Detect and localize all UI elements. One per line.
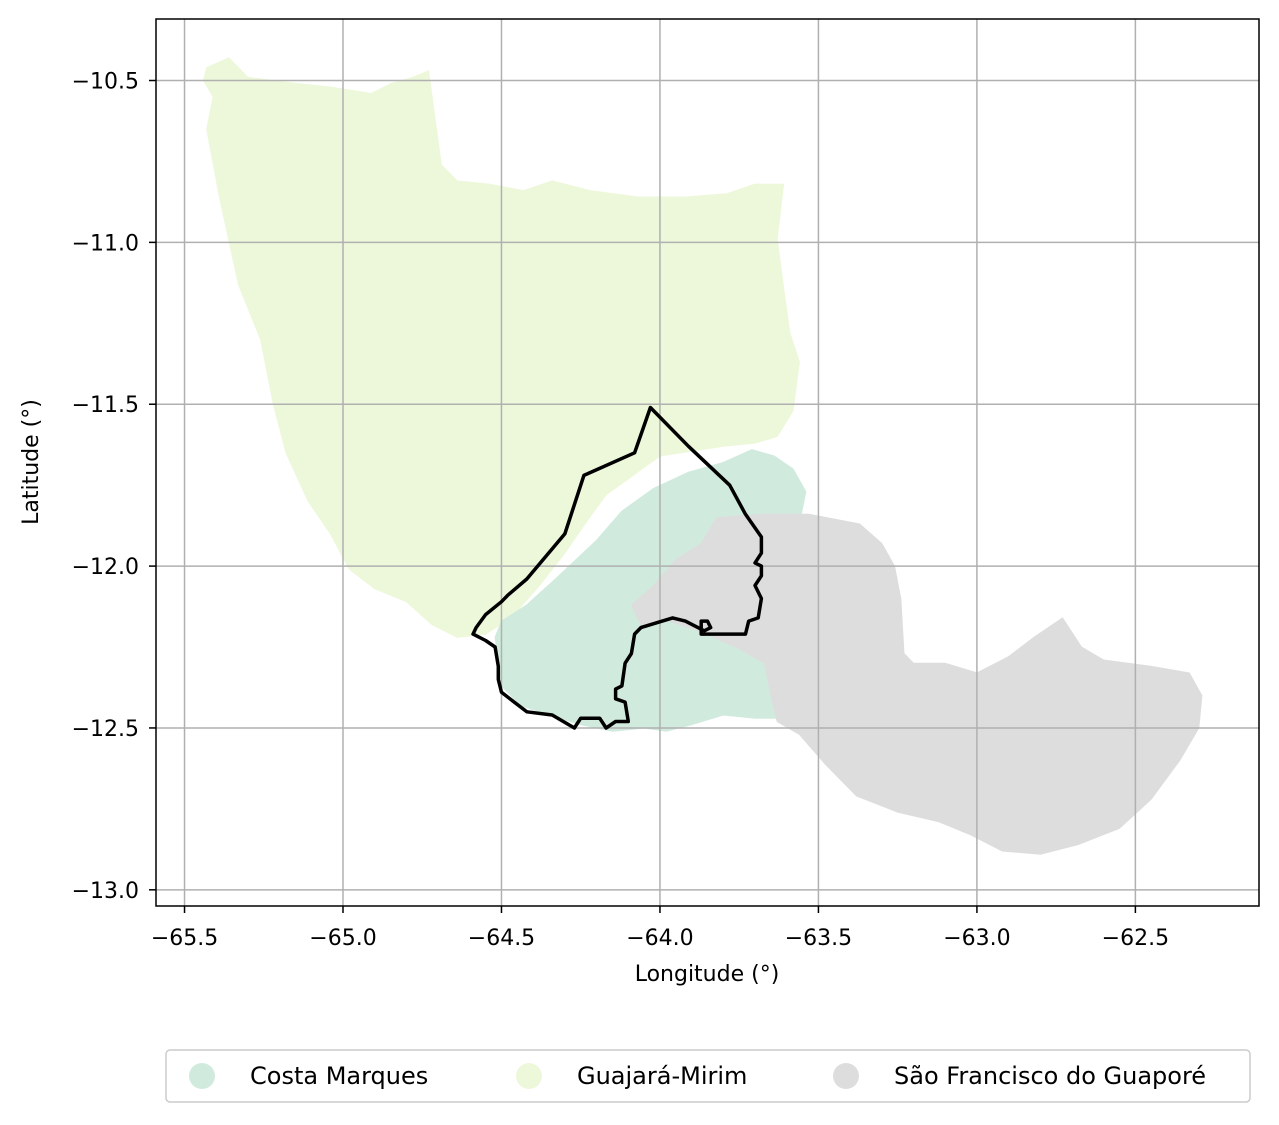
y-tick-label: −13.0 <box>72 879 139 904</box>
x-axis-label: Longitude (°) <box>635 962 780 987</box>
boundary-outline <box>471 405 764 730</box>
legend-label-guajara-mirim: Guajará-Mirim <box>577 1062 747 1090</box>
y-tick-label: −12.5 <box>72 717 139 742</box>
legend-frame <box>165 1049 1251 1103</box>
x-tick-label: −64.5 <box>468 926 535 951</box>
legend-label-costa-marques: Costa Marques <box>250 1062 428 1090</box>
plot-frame <box>155 18 1260 907</box>
legend-label-sao-francisco: São Francisco do Guaporé <box>894 1062 1206 1090</box>
x-tick-label: −62.5 <box>1102 926 1169 951</box>
legend-marker-costa-marques <box>189 1063 215 1089</box>
outline-layer <box>471 405 764 730</box>
y-tick-label: −12.0 <box>72 555 139 580</box>
x-tick-label: −63.5 <box>785 926 852 951</box>
x-tick-label: −64.0 <box>626 926 693 951</box>
grid-layer <box>156 19 1259 906</box>
y-tick-label: −11.5 <box>72 393 139 418</box>
x-tick-label: −65.5 <box>151 926 218 951</box>
y-axis-label: Latitude (°) <box>19 399 44 525</box>
legend: Costa Marques Guajará-Mirim São Francisc… <box>165 1049 1251 1103</box>
y-tick-label: −11.0 <box>72 231 139 256</box>
x-tick-label: −65.0 <box>309 926 376 951</box>
legend-marker-guajara-mirim <box>516 1063 542 1089</box>
y-tick-label: −10.5 <box>72 70 139 95</box>
ticks-layer: −65.5 −65.0 −64.5 −64.0 −63.5 −63.0 −62.5 −10.5… <box>72 70 1170 951</box>
legend-marker-sao-francisco <box>833 1063 859 1089</box>
x-tick-label: −63.0 <box>943 926 1010 951</box>
